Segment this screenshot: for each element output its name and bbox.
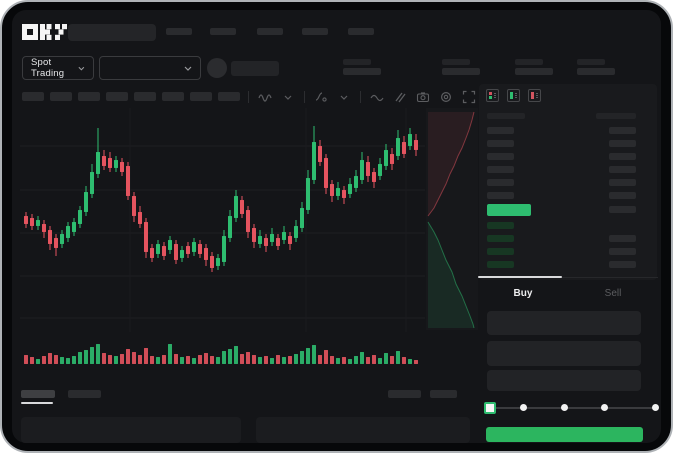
bottom-tab-right[interactable] bbox=[430, 390, 457, 398]
total-field[interactable] bbox=[487, 370, 641, 391]
book-view-bids-icon[interactable] bbox=[507, 89, 520, 102]
timeframe-button[interactable] bbox=[22, 92, 44, 101]
last-price-highlight[interactable] bbox=[487, 204, 531, 216]
ask-amount bbox=[609, 153, 636, 160]
tab-sell[interactable]: Sell bbox=[604, 288, 622, 299]
bottom-panel[interactable] bbox=[256, 417, 470, 443]
tab-buy[interactable]: Buy bbox=[513, 288, 533, 299]
okx-logo[interactable] bbox=[22, 23, 68, 41]
timeframe-button[interactable] bbox=[162, 92, 184, 101]
stat-label bbox=[577, 59, 605, 65]
nav-item[interactable] bbox=[210, 28, 236, 35]
amount-field[interactable] bbox=[487, 341, 641, 366]
ask-amount bbox=[609, 179, 636, 186]
indicators-icon[interactable] bbox=[314, 90, 328, 104]
ask-price[interactable] bbox=[487, 140, 514, 147]
settings-gear-icon[interactable] bbox=[439, 90, 453, 104]
book-header-amount bbox=[596, 113, 636, 119]
bottom-tab-right[interactable] bbox=[388, 390, 421, 398]
ask-price[interactable] bbox=[487, 179, 514, 186]
chevron-down-icon bbox=[78, 66, 85, 70]
stat-value bbox=[515, 68, 553, 75]
ask-amount bbox=[609, 140, 636, 147]
slider-stop[interactable] bbox=[520, 404, 527, 411]
market-type-label: Spot Trading bbox=[31, 57, 65, 79]
depth-chart[interactable] bbox=[426, 108, 478, 330]
buy-submit-button[interactable] bbox=[486, 427, 643, 442]
stat-label bbox=[442, 59, 470, 65]
pair-selector-dropdown[interactable] bbox=[99, 56, 201, 80]
timeframe-button[interactable] bbox=[134, 92, 156, 101]
book-view-combined-icon[interactable] bbox=[486, 89, 499, 102]
fullscreen-icon[interactable] bbox=[462, 90, 476, 104]
timeframe-button[interactable] bbox=[218, 92, 240, 101]
bid-amount bbox=[609, 261, 636, 268]
book-view-asks-icon[interactable] bbox=[528, 89, 541, 102]
slider-stop[interactable] bbox=[601, 404, 608, 411]
stat-label bbox=[515, 59, 543, 65]
bottom-panel[interactable] bbox=[21, 417, 241, 443]
ask-amount bbox=[609, 192, 636, 199]
bid-amount bbox=[609, 235, 636, 242]
bottom-tab-active[interactable] bbox=[21, 390, 55, 398]
bid-price[interactable] bbox=[487, 235, 514, 242]
search-input[interactable] bbox=[68, 24, 156, 41]
slider-stop[interactable] bbox=[561, 404, 568, 411]
stat-label bbox=[343, 59, 371, 65]
chart-toolbar-icons bbox=[248, 90, 476, 104]
chevron-down-icon[interactable] bbox=[281, 90, 295, 104]
tabs-divider bbox=[478, 277, 658, 278]
nav-item[interactable] bbox=[257, 28, 283, 35]
line-style-icon[interactable] bbox=[370, 90, 384, 104]
chevron-down-icon[interactable] bbox=[337, 90, 351, 104]
ask-amount bbox=[609, 127, 636, 134]
bid-price[interactable] bbox=[487, 248, 514, 255]
buy-tab-indicator bbox=[478, 276, 562, 278]
price-field[interactable] bbox=[487, 311, 641, 335]
volume-bars[interactable] bbox=[20, 340, 425, 366]
nav-item[interactable] bbox=[302, 28, 328, 35]
book-amount-placeholder bbox=[609, 206, 636, 213]
candlestick-chart[interactable] bbox=[20, 108, 425, 332]
compare-icon[interactable] bbox=[393, 90, 407, 104]
depth-panel-bg bbox=[426, 108, 478, 330]
chevron-down-icon bbox=[184, 66, 192, 71]
timeframe-button[interactable] bbox=[78, 92, 100, 101]
book-header-price bbox=[487, 113, 525, 119]
stat-value bbox=[577, 68, 615, 75]
nav-item[interactable] bbox=[166, 28, 192, 35]
coin-avatar bbox=[207, 58, 227, 78]
slider-handle-active[interactable] bbox=[484, 402, 496, 414]
candle-style-icon[interactable] bbox=[258, 90, 272, 104]
camera-icon[interactable] bbox=[416, 90, 430, 104]
divider bbox=[360, 91, 361, 103]
stat-value bbox=[442, 68, 480, 75]
bid-amount bbox=[609, 248, 636, 255]
timeframe-button[interactable] bbox=[106, 92, 128, 101]
bottom-tab-underline bbox=[21, 402, 53, 404]
divider bbox=[304, 91, 305, 103]
nav-item[interactable] bbox=[348, 28, 374, 35]
ask-price[interactable] bbox=[487, 127, 514, 134]
market-type-dropdown[interactable]: Spot Trading bbox=[22, 56, 94, 80]
ask-amount bbox=[609, 166, 636, 173]
divider bbox=[248, 91, 249, 103]
pair-name-placeholder bbox=[231, 61, 279, 76]
timeframe-button[interactable] bbox=[50, 92, 72, 101]
ask-price[interactable] bbox=[487, 153, 514, 160]
timeframe-button[interactable] bbox=[190, 92, 212, 101]
ask-price[interactable] bbox=[487, 192, 514, 199]
amount-slider-track[interactable] bbox=[489, 407, 656, 409]
ask-price[interactable] bbox=[487, 166, 514, 173]
stat-value bbox=[343, 68, 381, 75]
bid-price[interactable] bbox=[487, 222, 514, 229]
slider-stop[interactable] bbox=[652, 404, 659, 411]
bottom-tab[interactable] bbox=[68, 390, 101, 398]
bid-price[interactable] bbox=[487, 261, 514, 268]
